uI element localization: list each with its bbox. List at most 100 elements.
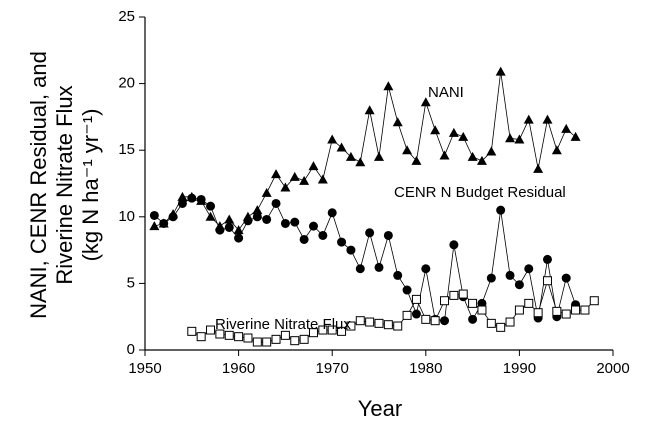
y-axis-title-line: (kg N ha⁻¹ yr⁻¹) [78, 109, 103, 262]
y-tick-label: 15 [118, 141, 135, 158]
series [187, 276, 599, 347]
marker [196, 194, 206, 204]
marker [365, 317, 375, 327]
marker [206, 325, 216, 335]
marker [421, 314, 431, 324]
marker [514, 280, 524, 290]
marker [215, 329, 225, 339]
marker [505, 270, 515, 280]
marker [411, 155, 422, 165]
marker [224, 330, 234, 340]
marker [393, 270, 403, 280]
marker [355, 157, 366, 167]
y-axis-title-line: NANI, CENR Residual, and [26, 51, 51, 319]
marker [224, 214, 235, 224]
marker [374, 262, 384, 272]
marker [505, 133, 516, 143]
marker [271, 334, 281, 344]
marker [383, 81, 394, 91]
marker [561, 123, 572, 133]
x-tick-label: 1970 [316, 360, 349, 377]
marker [552, 306, 562, 316]
marker [159, 218, 169, 228]
marker [252, 205, 263, 215]
marker [496, 322, 506, 332]
marker [234, 233, 244, 243]
marker [308, 221, 318, 231]
marker [421, 264, 431, 274]
marker [449, 290, 459, 300]
marker [523, 114, 534, 124]
y-tick-label: 0 [127, 341, 135, 358]
marker [551, 145, 562, 155]
marker [262, 337, 272, 347]
marker [187, 326, 197, 336]
marker [327, 208, 337, 218]
marker [252, 337, 262, 347]
marker [308, 161, 319, 171]
marker [449, 240, 459, 250]
y-tick-label: 25 [118, 8, 135, 25]
series-label: Riverine Nitrate Flux [215, 316, 351, 333]
marker [280, 218, 290, 228]
marker [262, 214, 272, 224]
marker [327, 134, 338, 144]
marker [234, 332, 244, 342]
marker [542, 276, 552, 286]
x-tick-label: 1980 [409, 360, 442, 377]
marker [495, 66, 506, 76]
y-tick-label: 20 [118, 75, 135, 92]
marker [570, 131, 581, 141]
x-tick-label: 1950 [128, 360, 161, 377]
y-tick-label: 10 [118, 208, 135, 225]
marker [458, 131, 469, 141]
marker [271, 169, 282, 179]
marker [440, 316, 450, 326]
marker [533, 308, 543, 318]
marker [467, 151, 478, 161]
y-axis-title: NANI, CENR Residual, and Riverine Nitrat… [26, 51, 103, 319]
marker [411, 309, 421, 319]
x-axis-title: Year [358, 396, 402, 421]
marker [318, 325, 328, 335]
marker [477, 305, 487, 315]
marker [271, 198, 281, 208]
marker [345, 151, 356, 161]
marker [318, 230, 328, 240]
marker [187, 193, 197, 203]
marker [542, 254, 552, 264]
marker [383, 320, 393, 330]
marker [514, 134, 525, 144]
marker [524, 264, 534, 274]
marker [243, 333, 253, 343]
marker [168, 212, 178, 222]
marker [196, 332, 206, 342]
marker [149, 210, 159, 220]
y-axis-title-line: Riverine Nitrate Flux [52, 85, 77, 284]
marker [346, 321, 356, 331]
y-tick-label: 5 [127, 274, 135, 291]
marker [299, 175, 310, 185]
marker [280, 182, 291, 192]
marker [476, 155, 487, 165]
x-tick-label: 2000 [596, 360, 629, 377]
marker [411, 294, 421, 304]
marker [308, 328, 318, 338]
marker [420, 97, 431, 107]
marker [233, 225, 244, 235]
marker [468, 314, 478, 324]
series [149, 193, 581, 326]
marker [542, 114, 553, 124]
marker [496, 205, 506, 215]
marker [505, 317, 515, 327]
marker [486, 273, 496, 283]
marker [290, 217, 300, 227]
marker [561, 273, 571, 283]
marker [205, 211, 216, 221]
marker [514, 305, 524, 315]
marker [252, 212, 262, 222]
series-label: NANI [428, 84, 464, 101]
marker [177, 198, 187, 208]
marker [149, 221, 160, 231]
